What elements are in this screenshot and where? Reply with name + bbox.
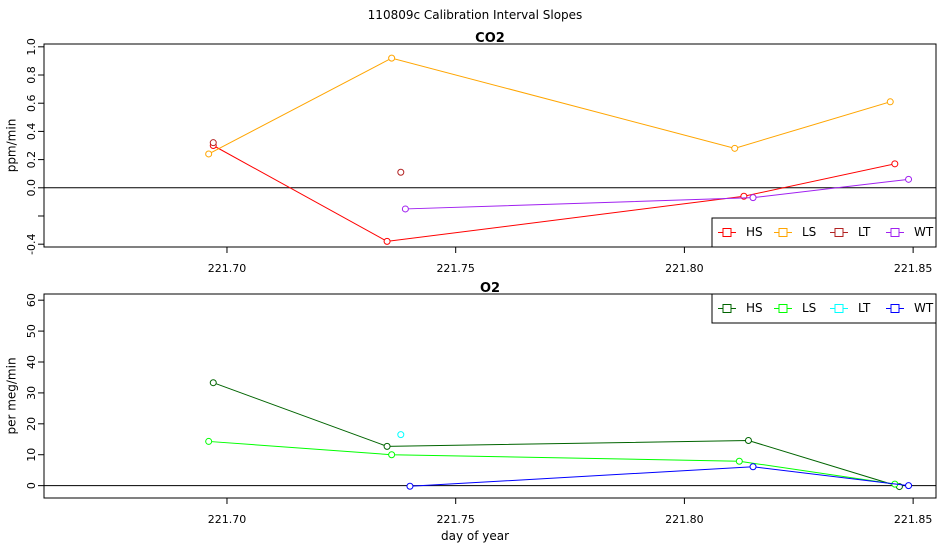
data-point xyxy=(905,175,913,183)
data-point xyxy=(749,463,757,471)
data-point xyxy=(401,205,409,213)
legend-label: LT xyxy=(858,225,871,239)
y-tick-label: 0.8 xyxy=(25,66,38,84)
legend-swatch-marker xyxy=(890,304,900,313)
data-point xyxy=(397,168,405,176)
data-point xyxy=(731,144,739,152)
legend-label: LT xyxy=(858,301,871,315)
data-point xyxy=(397,431,405,439)
y-tick-label: 10 xyxy=(25,448,38,462)
figure-title: 110809c Calibration Interval Slopes xyxy=(368,8,583,22)
legend-swatch-marker xyxy=(722,304,732,313)
series-line xyxy=(208,57,891,155)
data-point xyxy=(388,451,396,459)
data-point xyxy=(735,457,743,465)
data-point xyxy=(209,139,217,147)
y-tick-label: 0.0 xyxy=(25,179,38,197)
y-tick-label: 0.2 xyxy=(25,151,38,169)
x-tick-label: 221.75 xyxy=(436,513,475,526)
legend-swatch-marker xyxy=(722,228,732,237)
legend-label: HS xyxy=(746,225,763,239)
x-tick-label: 221.70 xyxy=(208,513,247,526)
y-tick-label: 20 xyxy=(25,417,38,431)
legend-swatch-marker xyxy=(890,228,900,237)
y-tick-label: 0 xyxy=(25,482,38,489)
series-lt xyxy=(209,139,405,176)
data-point xyxy=(749,194,757,202)
x-tick-label: 221.70 xyxy=(208,262,247,275)
series-hs xyxy=(209,379,903,491)
data-point xyxy=(886,98,894,106)
data-point xyxy=(744,437,752,445)
legend-swatch-marker xyxy=(834,228,844,237)
legend-label: LS xyxy=(802,225,816,239)
y-axis-label: ppm/min xyxy=(5,119,19,173)
series-line xyxy=(208,440,895,485)
y-tick-label: 40 xyxy=(25,355,38,369)
series-line xyxy=(213,382,900,488)
data-point xyxy=(209,379,217,387)
x-axis-label: day of year xyxy=(441,529,509,543)
legend-swatch-marker xyxy=(778,304,788,313)
x-tick-label: 221.80 xyxy=(665,262,704,275)
series-ls xyxy=(205,437,899,488)
data-point xyxy=(205,437,213,445)
data-point xyxy=(205,150,213,158)
y-tick-label: 60 xyxy=(25,293,38,307)
legend-label: WT xyxy=(914,225,934,239)
y-tick-label: -0.4 xyxy=(25,233,38,254)
data-point xyxy=(891,160,899,168)
plot-frame xyxy=(43,293,937,499)
y-tick-label: 50 xyxy=(25,324,38,338)
series-line xyxy=(213,145,895,242)
legend-label: WT xyxy=(914,301,934,315)
legend-label: HS xyxy=(746,301,763,315)
legend-swatch-marker xyxy=(778,228,788,237)
series-wt xyxy=(406,463,913,490)
x-tick-label: 221.85 xyxy=(894,513,933,526)
data-point xyxy=(406,482,414,490)
y-tick-label: 1.0 xyxy=(25,38,38,56)
legend-label: LS xyxy=(802,301,816,315)
data-point xyxy=(388,54,396,62)
series-line xyxy=(405,178,909,210)
y-tick-label: 0.6 xyxy=(25,94,38,112)
x-tick-label: 221.85 xyxy=(894,262,933,275)
series-wt xyxy=(401,175,913,213)
panel-title: O2 xyxy=(480,281,500,296)
x-tick-label: 221.80 xyxy=(665,513,704,526)
data-point xyxy=(383,237,391,245)
x-tick-label: 221.75 xyxy=(436,262,475,275)
y-axis-label: per meg/min xyxy=(5,357,19,434)
data-point xyxy=(383,442,391,450)
legend-swatch-marker xyxy=(834,304,844,313)
panel-title: CO2 xyxy=(475,31,505,46)
panel-o2: O2 0 10 20 30 40 50 60 per meg/min 221.70 221.75 22… xyxy=(5,281,937,526)
panel-co2: CO2 -0.4 0.0 0.2 0.4 0.6 0.8 1.0 ppm/min 221.70 22… xyxy=(5,31,937,275)
y-tick-label: 30 xyxy=(25,386,38,400)
legend: HS LS LT WT xyxy=(711,293,937,324)
series-line xyxy=(409,466,909,487)
legend: HS LS LT WT xyxy=(711,217,937,248)
y-tick-label: 0.4 xyxy=(25,123,38,141)
series-ls xyxy=(205,54,894,158)
plot-frame xyxy=(43,43,937,248)
data-point xyxy=(905,482,913,490)
series-lt xyxy=(397,431,405,439)
